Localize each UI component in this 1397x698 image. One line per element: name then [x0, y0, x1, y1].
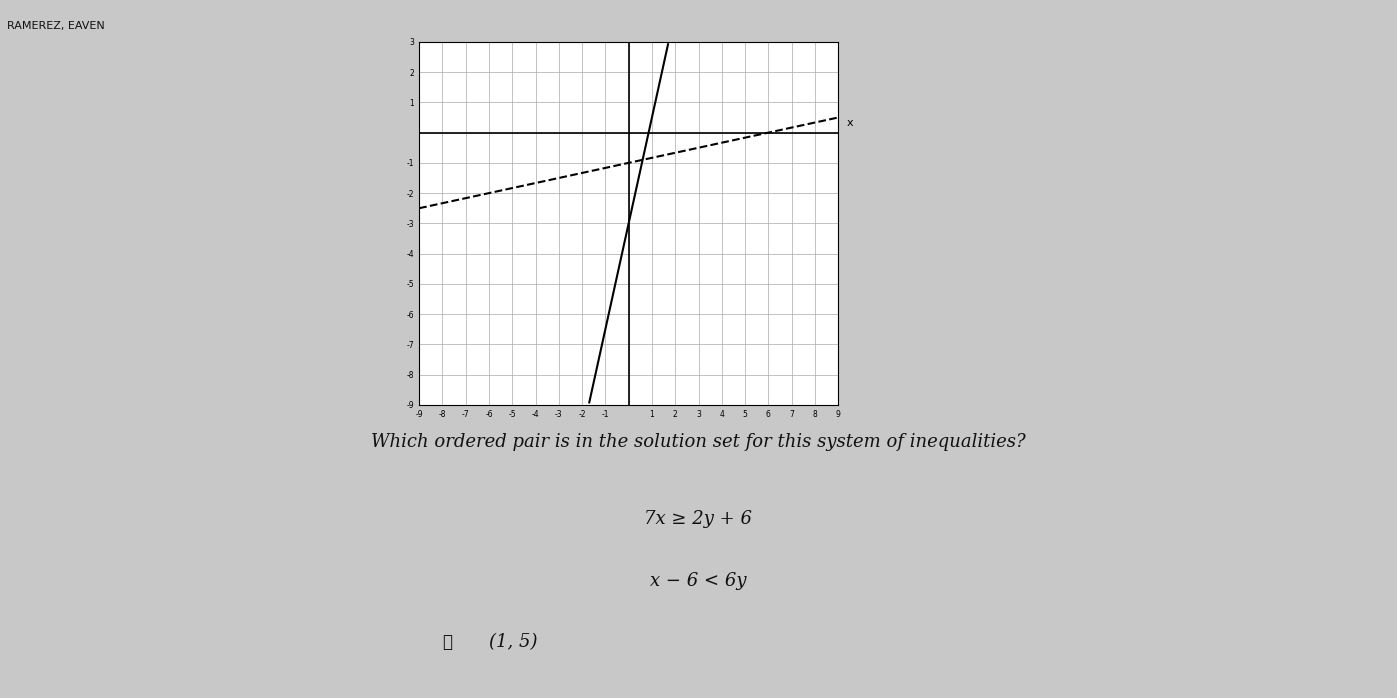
Text: x − 6 < 6y: x − 6 < 6y — [650, 572, 747, 591]
Text: RAMEREZ, EAVEN: RAMEREZ, EAVEN — [7, 21, 105, 31]
Text: Which ordered pair is in the solution set for this system of inequalities?: Which ordered pair is in the solution se… — [372, 433, 1025, 451]
Text: x: x — [847, 118, 854, 128]
Text: 7x ≥ 2y + 6: 7x ≥ 2y + 6 — [644, 510, 753, 528]
Text: (1, 5): (1, 5) — [489, 633, 538, 651]
Text: Ⓐ: Ⓐ — [441, 633, 453, 651]
